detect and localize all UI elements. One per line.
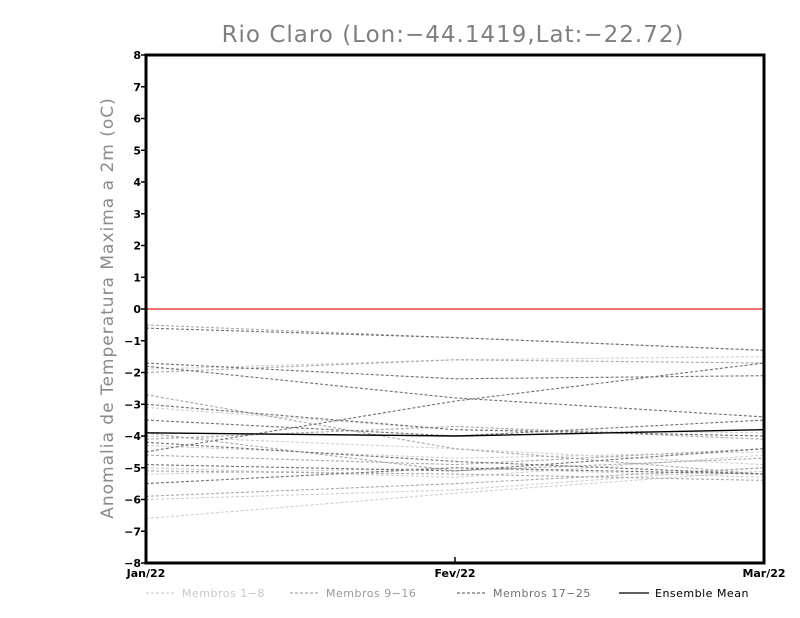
member-line-3 [145,444,765,459]
y-tick-label: −5 [124,462,141,475]
member-line-8 [145,356,765,370]
y-tick-label: 1 [133,271,141,284]
member-line-17 [145,327,765,351]
y-tick-label: 2 [133,240,141,253]
chart-title: Rio Claro (Lon:−44.1419,Lat:−22.72) [222,22,685,48]
member-line-19 [145,365,765,418]
plot-frame [144,53,766,565]
legend: Membros 1−8 Membros 9−16 Membros 17−25 Ense… [146,587,749,600]
y-tick-label: −2 [124,367,141,380]
y-tick-label: 5 [133,144,141,157]
y-tick-label: 3 [133,208,141,221]
member-line-14 [145,432,765,472]
member-line-18 [145,362,765,380]
y-tick-label: −6 [124,494,141,507]
member-line-21 [145,403,765,437]
legend-label: Membros 1−8 [182,587,265,600]
member-line-7 [145,467,765,478]
y-tick-label: 0 [133,303,141,316]
y-tick-label: 8 [133,49,141,62]
y-axis-ticks: 8 7 6 5 4 3 2 1 0 −1 −2 −3 −4 −5 −6 −7 −8 [124,49,146,570]
member-line-11 [145,425,765,440]
y-tick-label: −4 [124,430,141,443]
member-line-24 [145,441,765,475]
x-axis-ticks: Jan/22 Fev/22 Mar/22 [126,557,786,580]
y-tick-label: −7 [124,525,141,538]
y-tick-label: 6 [133,113,141,126]
member-line-23 [145,448,765,472]
legend-label: Ensemble Mean [655,587,749,600]
member-line-15 [145,470,765,481]
y-axis-label: Anomalia de Temperatura Maxima a 2m (oC) [98,97,118,519]
series-layer [145,324,765,520]
y-tick-label: −1 [124,335,141,348]
x-tick-label: Jan/22 [126,567,166,580]
member-line-20 [145,362,765,453]
member-line-12 [145,448,765,466]
y-tick-label: 7 [133,81,141,94]
member-line-22 [145,419,765,437]
x-tick-label: Mar/22 [742,567,785,580]
y-tick-label: −3 [124,398,141,411]
member-line-4 [145,435,765,466]
legend-label: Membros 17−25 [493,587,591,600]
member-line-13 [145,467,765,497]
legend-label: Membros 9−16 [326,587,416,600]
y-tick-label: −8 [124,557,141,570]
x-tick-label: Fev/22 [434,567,475,580]
y-tick-label: 4 [133,176,141,189]
ensemble-mean-line [145,429,765,437]
member-line-25 [145,467,765,485]
member-line-10 [145,394,765,475]
member-line-16 [145,359,765,374]
member-line-2 [145,467,765,501]
